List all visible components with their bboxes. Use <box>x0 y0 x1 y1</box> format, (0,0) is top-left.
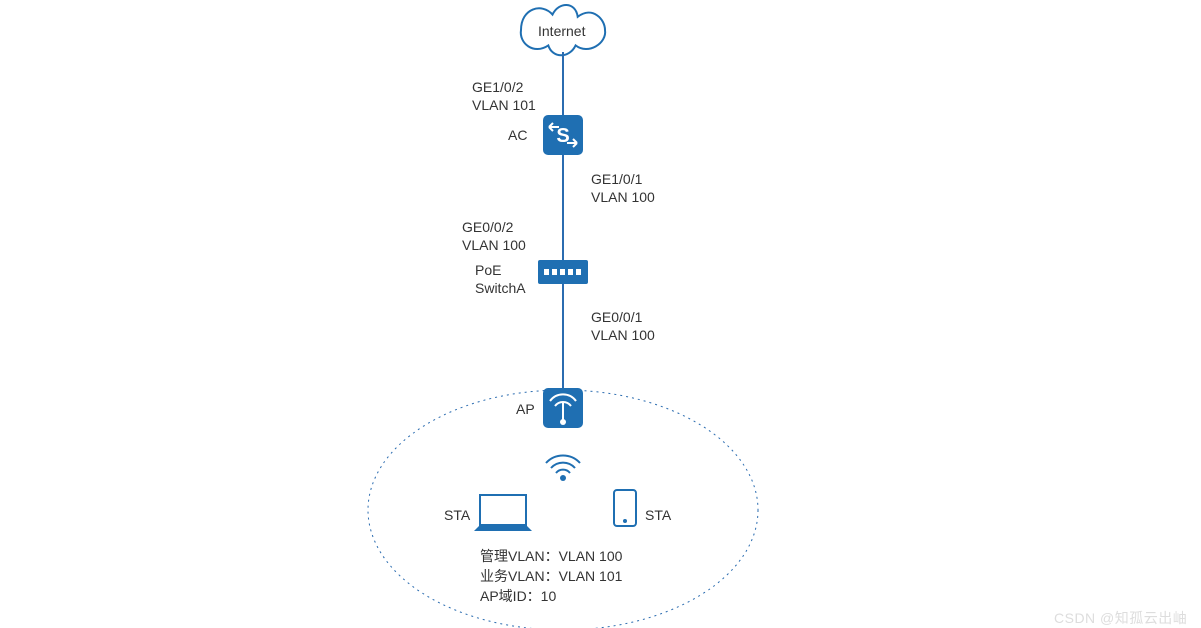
ac-port-up-label: GE1/0/2 VLAN 101 <box>472 78 536 114</box>
sw-name-label: PoE SwitchA <box>475 261 526 297</box>
ap-domain-label: AP域ID：10 <box>480 587 556 605</box>
sta-left-label: STA <box>444 506 470 524</box>
ap-device-icon <box>543 388 583 428</box>
sw-port-up-label: GE0/0/2 VLAN 100 <box>462 218 526 254</box>
laptop-icon <box>474 495 532 531</box>
svc-vlan-label: 业务VLAN：VLAN 101 <box>480 567 622 585</box>
wifi-icon <box>546 455 580 481</box>
internet-label: Internet <box>538 22 585 40</box>
mgmt-vlan-label: 管理VLAN：VLAN 100 <box>480 547 622 565</box>
phone-icon <box>614 490 636 526</box>
watermark-text: CSDN @知孤云出岫 <box>1054 608 1187 628</box>
switch-device-icon <box>538 260 588 284</box>
ac-name-label: AC <box>508 126 527 144</box>
ac-port-down-label: GE1/0/1 VLAN 100 <box>591 170 655 206</box>
ac-device-icon: S <box>543 115 583 155</box>
sta-right-label: STA <box>645 506 671 524</box>
sw-port-down-label: GE0/0/1 VLAN 100 <box>591 308 655 344</box>
ap-name-label: AP <box>516 400 535 418</box>
